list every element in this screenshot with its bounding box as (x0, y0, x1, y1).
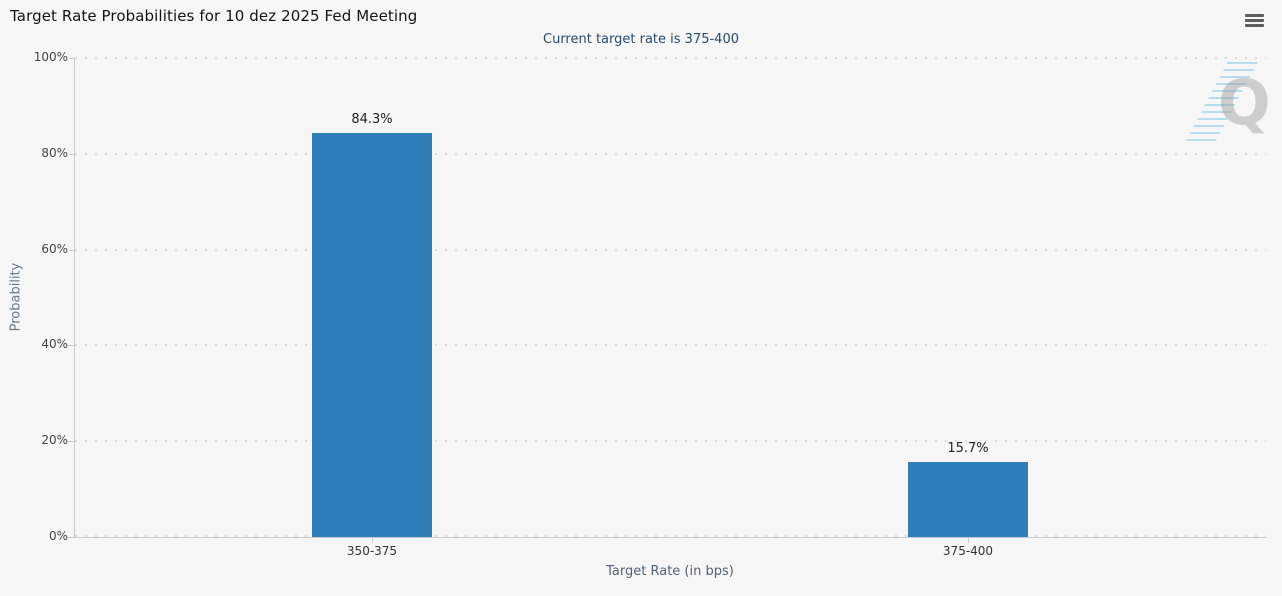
y-tick-label: 20% (41, 433, 68, 448)
x-category-label: 350-375 (346, 544, 398, 558)
hamburger-icon (1244, 18, 1264, 22)
y-tick-mark (69, 441, 74, 443)
plot-area: 0% 20% 40% 60% 80% 100% 84.3% 350-375 15.7% 375-4… (34, 50, 1266, 558)
y-tick-label: 100% (33, 50, 68, 64)
bar[interactable] (908, 462, 1028, 537)
menu-button[interactable] (1240, 8, 1268, 32)
grid-line (75, 535, 1266, 537)
y-tick-mark (69, 345, 74, 347)
bar[interactable] (312, 133, 432, 537)
y-axis-title: Probability (8, 262, 24, 332)
grid-line (75, 57, 1266, 59)
x-axis-title: Target Rate (in bps) (606, 564, 734, 579)
y-axis-line (74, 58, 75, 537)
y-tick-label: 0% (48, 529, 68, 543)
grid-line (75, 152, 1266, 155)
y-tick-mark (69, 249, 74, 251)
bar-value-label: 84.3% (351, 112, 393, 127)
hamburger-icon (1244, 13, 1264, 17)
x-tick-mark (372, 537, 373, 543)
x-tick-mark (968, 537, 969, 543)
chart-subtitle: Current target rate is 375-400 (543, 32, 739, 47)
grid-line (75, 248, 1266, 251)
hamburger-icon (1244, 23, 1264, 27)
grid-line (75, 440, 1266, 443)
bar-value-label: 15.7% (947, 441, 989, 456)
page-title: Target Rate Probabilities for 10 dez 202… (10, 7, 418, 25)
grid-line (75, 344, 1266, 347)
y-tick-label: 80% (41, 145, 68, 160)
y-tick-mark (69, 58, 74, 59)
x-axis-line (74, 537, 1266, 538)
y-tick-label: 60% (41, 241, 68, 256)
y-tick-mark (69, 153, 74, 155)
x-category-label: 375-400 (942, 544, 994, 558)
y-tick-label: 40% (41, 337, 68, 352)
y-tick-mark (69, 537, 74, 538)
